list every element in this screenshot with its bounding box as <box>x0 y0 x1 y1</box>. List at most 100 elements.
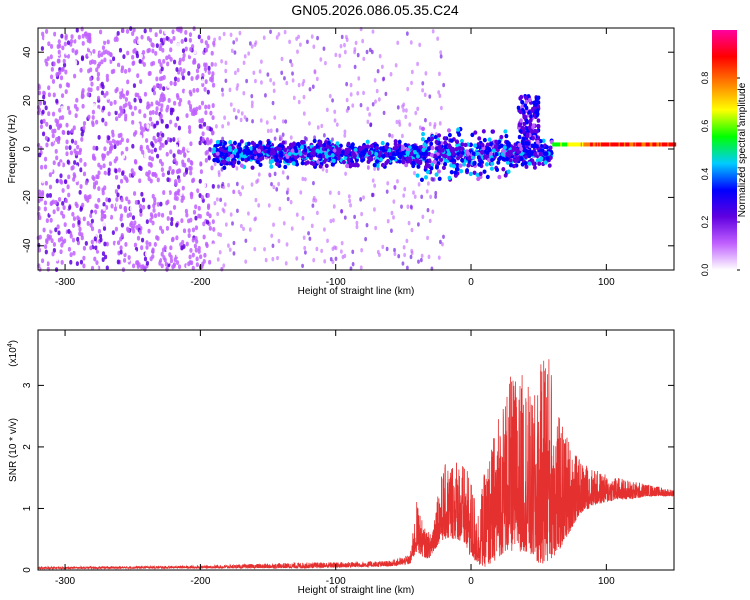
spectrogram-cell <box>235 37 239 42</box>
spectrogram-cell <box>443 161 448 167</box>
spectrogram-cell <box>149 162 153 167</box>
spectrogram-cell <box>410 80 413 86</box>
spectrogram-cell <box>98 233 103 239</box>
spectrogram-cell <box>236 160 241 165</box>
spectrogram-cell <box>88 194 92 200</box>
spectrogram-cell <box>286 175 290 180</box>
spectrogram-cell <box>151 220 155 226</box>
spectrogram-cell <box>183 152 187 157</box>
spectrogram-cell <box>308 236 312 242</box>
spectrogram-cell <box>169 110 174 116</box>
spectrogram-cell <box>202 163 206 169</box>
spectrogram-cell <box>71 48 75 53</box>
spectrogram-cell <box>266 149 271 154</box>
spectrogram-cell <box>519 156 524 161</box>
spectrogram-cell <box>195 256 199 262</box>
spectrogram-cell <box>264 257 268 263</box>
spectrogram-cell <box>210 165 214 171</box>
spectrogram-cell <box>47 111 51 117</box>
spectrogram-cell <box>55 31 60 37</box>
spectrogram-cell <box>349 92 353 97</box>
spectrogram-x-tick-label: -200 <box>190 277 210 288</box>
spectrogram-cell <box>281 132 285 137</box>
spectrogram-tone-cell <box>653 142 656 147</box>
spectrogram-cell <box>62 205 66 211</box>
spectrogram-cell <box>414 110 418 116</box>
spectrogram-cell <box>133 38 137 44</box>
spectrogram-cell <box>111 230 115 236</box>
spectrogram-cell <box>192 88 196 93</box>
spectrogram-cell <box>41 109 45 115</box>
spectrogram-cell <box>206 89 210 95</box>
spectrogram-cell <box>340 34 344 40</box>
spectrogram-cell <box>146 36 151 41</box>
spectrogram-cell <box>147 169 151 175</box>
spectrogram-tone-cell <box>558 142 562 147</box>
spectrogram-cell <box>223 115 227 120</box>
spectrogram-cell <box>515 149 520 154</box>
spectrogram-cell <box>93 241 97 247</box>
spectrogram-cell <box>222 209 226 214</box>
spectrogram-cell <box>270 181 273 187</box>
spectrogram-cell <box>434 165 439 170</box>
spectrogram-cell <box>351 162 356 168</box>
spectrogram-cell <box>89 87 93 93</box>
spectrogram-cell <box>534 98 539 103</box>
spectrogram-cell <box>175 260 180 265</box>
spectrogram-tone-cell <box>627 142 631 147</box>
spectrogram-cell <box>262 35 266 40</box>
spectrogram-cell <box>174 122 178 128</box>
spectrogram-cell <box>379 157 384 162</box>
spectrogram-cell <box>107 213 111 219</box>
spectrogram-cell <box>139 79 143 84</box>
spectrogram-cell <box>166 137 171 142</box>
spectrogram-cell <box>95 265 99 271</box>
spectrogram-cell <box>203 62 207 68</box>
spectrogram-cell <box>371 102 375 107</box>
spectrogram-cell <box>302 78 306 84</box>
spectrogram-cell <box>176 169 180 174</box>
spectrogram-cell <box>307 231 310 236</box>
spectrogram-cell <box>434 172 439 177</box>
spectrogram-cell <box>508 158 513 163</box>
spectrogram-cell <box>84 180 89 186</box>
spectrogram-cell <box>438 71 441 77</box>
spectrogram-cell <box>113 37 117 43</box>
spectrogram-cell <box>321 154 326 159</box>
spectrogram-cell <box>436 36 440 41</box>
spectrogram-cell <box>395 119 399 125</box>
spectrogram-cell <box>175 133 180 139</box>
spectrogram-cell <box>132 27 136 33</box>
spectrogram-cell <box>97 197 101 203</box>
spectrogram-cell <box>80 137 84 142</box>
spectrogram-cell <box>80 56 85 62</box>
spectrogram-cell <box>362 56 366 62</box>
spectrogram-cell <box>278 206 282 212</box>
spectrogram-cell <box>150 121 154 127</box>
spectrogram-cell <box>138 58 142 64</box>
spectrogram-tone-cell <box>641 142 644 147</box>
spectrogram-cell <box>201 78 205 84</box>
spectrogram-cell <box>536 123 541 129</box>
spectrogram-tone-cell <box>598 142 601 147</box>
spectrogram-cell <box>76 215 80 221</box>
spectrogram-cell <box>359 197 363 202</box>
spectrogram-cell <box>219 232 223 238</box>
spectrogram-cell <box>440 148 445 153</box>
spectrogram-cell <box>400 144 405 150</box>
spectrogram-x-tick-label: -100 <box>326 277 346 288</box>
spectrogram-cell <box>178 237 182 243</box>
spectrogram-cell <box>93 220 98 226</box>
spectrogram-cell <box>61 129 65 135</box>
spectrogram-cell <box>299 190 303 195</box>
spectrogram-cell <box>91 120 95 126</box>
spectrogram-cell <box>311 162 316 167</box>
spectrogram-cell <box>151 48 155 54</box>
spectrogram-cell <box>402 193 406 198</box>
spectrogram-cell <box>151 109 155 115</box>
spectrogram-cell <box>129 26 133 32</box>
spectrogram-cell <box>114 226 119 232</box>
spectrogram-cell <box>417 222 420 227</box>
spectrogram-cell <box>499 134 504 140</box>
spectrogram-cell <box>146 101 150 107</box>
